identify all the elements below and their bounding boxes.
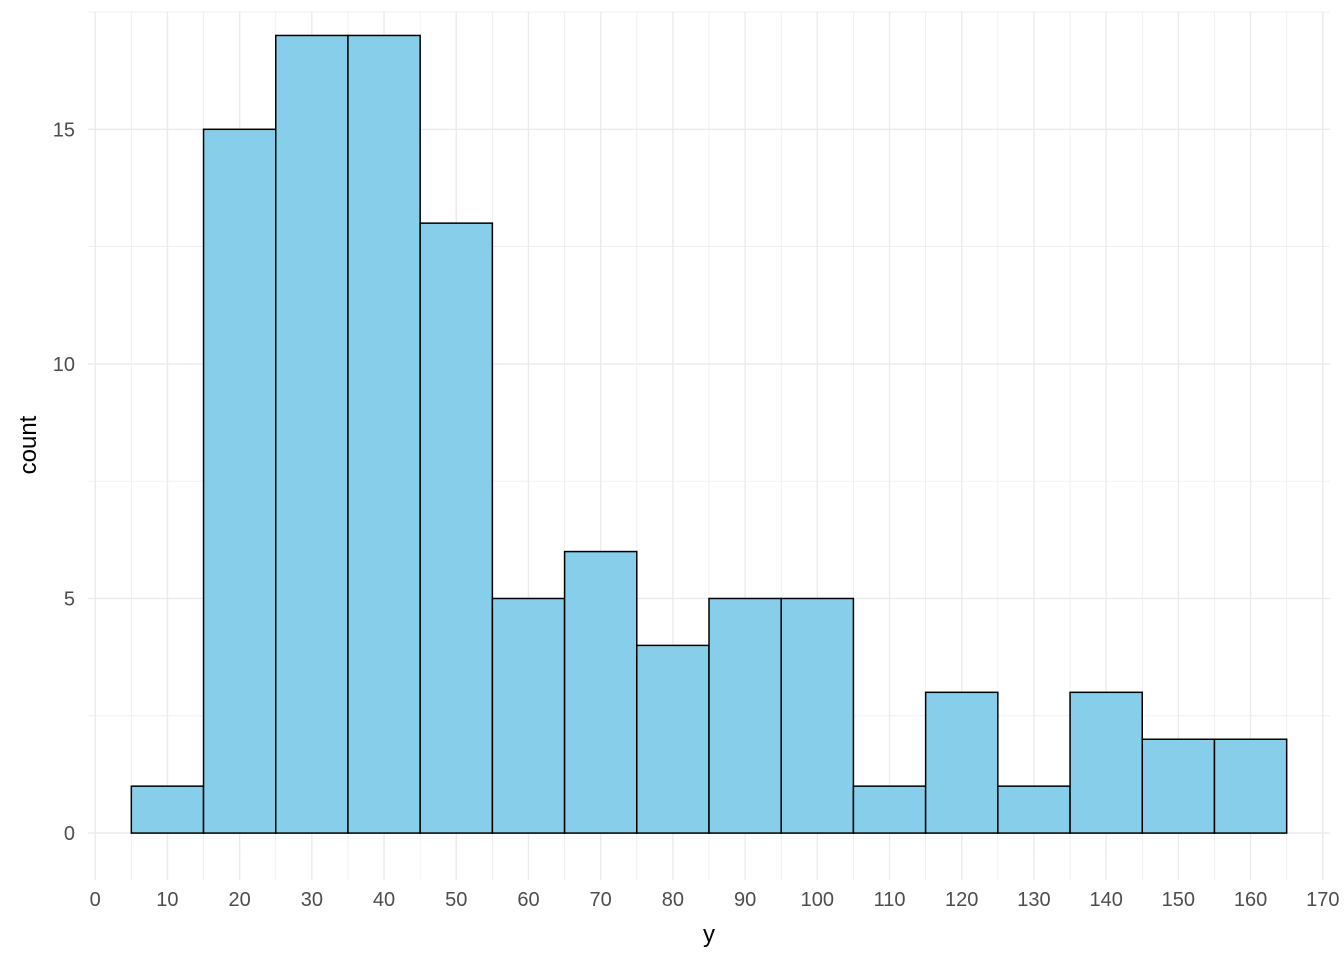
histogram-bar bbox=[202, 128, 277, 834]
x-tick-label: 100 bbox=[801, 889, 834, 911]
y-tick-label: 0 bbox=[64, 823, 75, 845]
histogram-bar bbox=[419, 222, 494, 834]
y-tick-label: 15 bbox=[53, 119, 75, 141]
x-tick-label: 130 bbox=[1017, 889, 1050, 911]
histogram-bar bbox=[1213, 738, 1288, 834]
histogram-bars bbox=[130, 34, 1288, 834]
x-tick-label: 10 bbox=[156, 889, 178, 911]
histogram-bar bbox=[708, 597, 782, 834]
x-tick-label: 60 bbox=[517, 889, 539, 911]
histogram-bar bbox=[274, 34, 349, 834]
x-tick-label: 20 bbox=[229, 889, 251, 911]
x-tick-label: 0 bbox=[90, 889, 101, 911]
histogram-bar bbox=[1069, 691, 1144, 834]
x-tick-label: 50 bbox=[445, 889, 467, 911]
histogram-bar bbox=[491, 597, 566, 834]
histogram-bar bbox=[924, 691, 999, 834]
x-tick-label: 170 bbox=[1306, 889, 1339, 911]
x-tick-label: 80 bbox=[662, 889, 684, 911]
y-tick-label: 5 bbox=[64, 588, 75, 610]
histogram-bar bbox=[130, 785, 205, 834]
histogram-bar bbox=[780, 597, 855, 834]
x-tick-label: 40 bbox=[373, 889, 395, 911]
x-tick-label: 120 bbox=[945, 889, 978, 911]
histogram-bar bbox=[1141, 738, 1216, 834]
x-axis-title: y bbox=[703, 921, 715, 948]
x-tick-label: 110 bbox=[874, 889, 906, 911]
x-tick-label: 30 bbox=[301, 889, 323, 911]
histogram-bar bbox=[347, 34, 421, 834]
histogram-bar bbox=[563, 550, 638, 834]
x-tick-label: 150 bbox=[1162, 889, 1195, 911]
x-tick-label: 140 bbox=[1089, 889, 1122, 911]
x-tick-label: 90 bbox=[734, 889, 756, 911]
y-axis-title: count bbox=[15, 415, 42, 474]
y-tick-label: 10 bbox=[53, 354, 75, 376]
x-tick-label: 70 bbox=[590, 889, 612, 911]
x-axis-tick-labels: 0 10 20 30 40 50 60 70 80 90 100 110 120 130 140 150 160… bbox=[90, 889, 1340, 911]
histogram-bar bbox=[636, 644, 710, 834]
x-tick-label: 160 bbox=[1234, 889, 1267, 911]
histogram-bar bbox=[852, 785, 927, 834]
histogram-bar bbox=[997, 785, 1071, 834]
y-axis-tick-labels: 0 5 10 15 bbox=[53, 119, 75, 845]
